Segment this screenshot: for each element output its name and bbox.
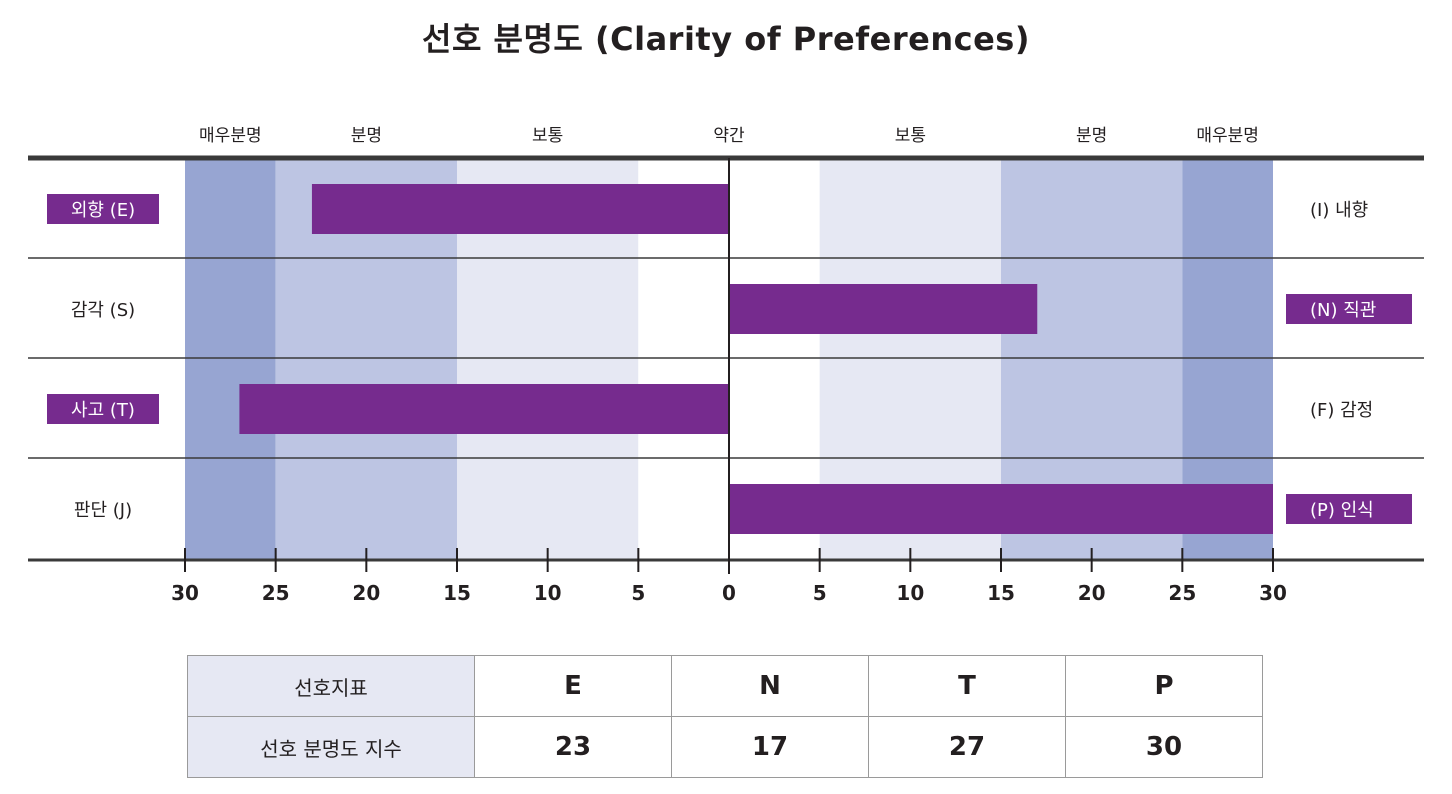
left-label-highlight [47, 394, 159, 424]
table-row-letters: 선호지표 E N T P [187, 655, 1263, 717]
table-header-clarity-index: 선호 분명도 지수 [187, 716, 475, 778]
axis-tick-label: 0 [722, 581, 736, 605]
axis-tick-label: 20 [1078, 581, 1106, 605]
preference-bar [729, 484, 1273, 534]
axis-tick-label: 15 [987, 581, 1015, 605]
zone-label: 분명 [351, 126, 382, 146]
axis-tick-label: 20 [352, 581, 380, 605]
axis-tick-label: 10 [896, 581, 924, 605]
table-header-indicator: 선호지표 [187, 655, 475, 717]
table-cell-score: 30 [1065, 716, 1263, 778]
right-pole-label: (P) 인식 [1310, 500, 1374, 521]
zone-label: 보통 [532, 126, 563, 146]
table-cell-letter: P [1065, 655, 1263, 717]
left-pole-label: 외향 (E) [71, 200, 135, 221]
table-cell-letter: T [868, 655, 1066, 717]
zone-label: 약간 [713, 126, 745, 146]
preference-table: 선호지표 E N T P 선호 분명도 지수 23 17 27 30 [187, 655, 1263, 778]
axis-tick-label: 10 [534, 581, 562, 605]
axis-tick-label: 5 [813, 581, 827, 605]
axis-tick-label: 30 [1259, 581, 1287, 605]
table-cell-score: 23 [474, 716, 672, 778]
table-cell-letter: N [671, 655, 869, 717]
zone-band [185, 158, 276, 560]
left-label-highlight [47, 194, 159, 224]
zone-label: 매우분명 [1196, 126, 1259, 146]
zone-label: 매우분명 [199, 126, 262, 146]
right-pole-label: (I) 내향 [1310, 200, 1368, 221]
left-pole-label: 감각 (S) [71, 300, 135, 321]
preference-bar [239, 384, 729, 434]
axis-tick-label: 30 [171, 581, 199, 605]
axis-tick-label: 5 [631, 581, 645, 605]
axis-tick-label: 25 [1168, 581, 1196, 605]
preference-bar [729, 284, 1038, 334]
table-row-scores: 선호 분명도 지수 23 17 27 30 [187, 716, 1263, 778]
axis-tick-label: 25 [262, 581, 290, 605]
axis-tick-label: 15 [443, 581, 471, 605]
preference-bar [311, 184, 729, 234]
right-pole-label: (F) 감정 [1310, 400, 1373, 421]
left-pole-label: 사고 (T) [71, 400, 135, 421]
chart-title: 선호 분명도 (Clarity of Preferences) [422, 20, 1030, 58]
right-label-highlight [1286, 294, 1412, 324]
right-pole-label: (N) 직관 [1310, 300, 1376, 321]
zone-label: 분명 [1076, 126, 1107, 146]
left-pole-label: 판단 (J) [74, 500, 132, 521]
table-cell-score: 27 [868, 716, 1066, 778]
table-cell-score: 17 [671, 716, 869, 778]
table-cell-letter: E [474, 655, 672, 717]
right-label-highlight [1286, 494, 1412, 524]
zone-label: 보통 [895, 126, 926, 146]
